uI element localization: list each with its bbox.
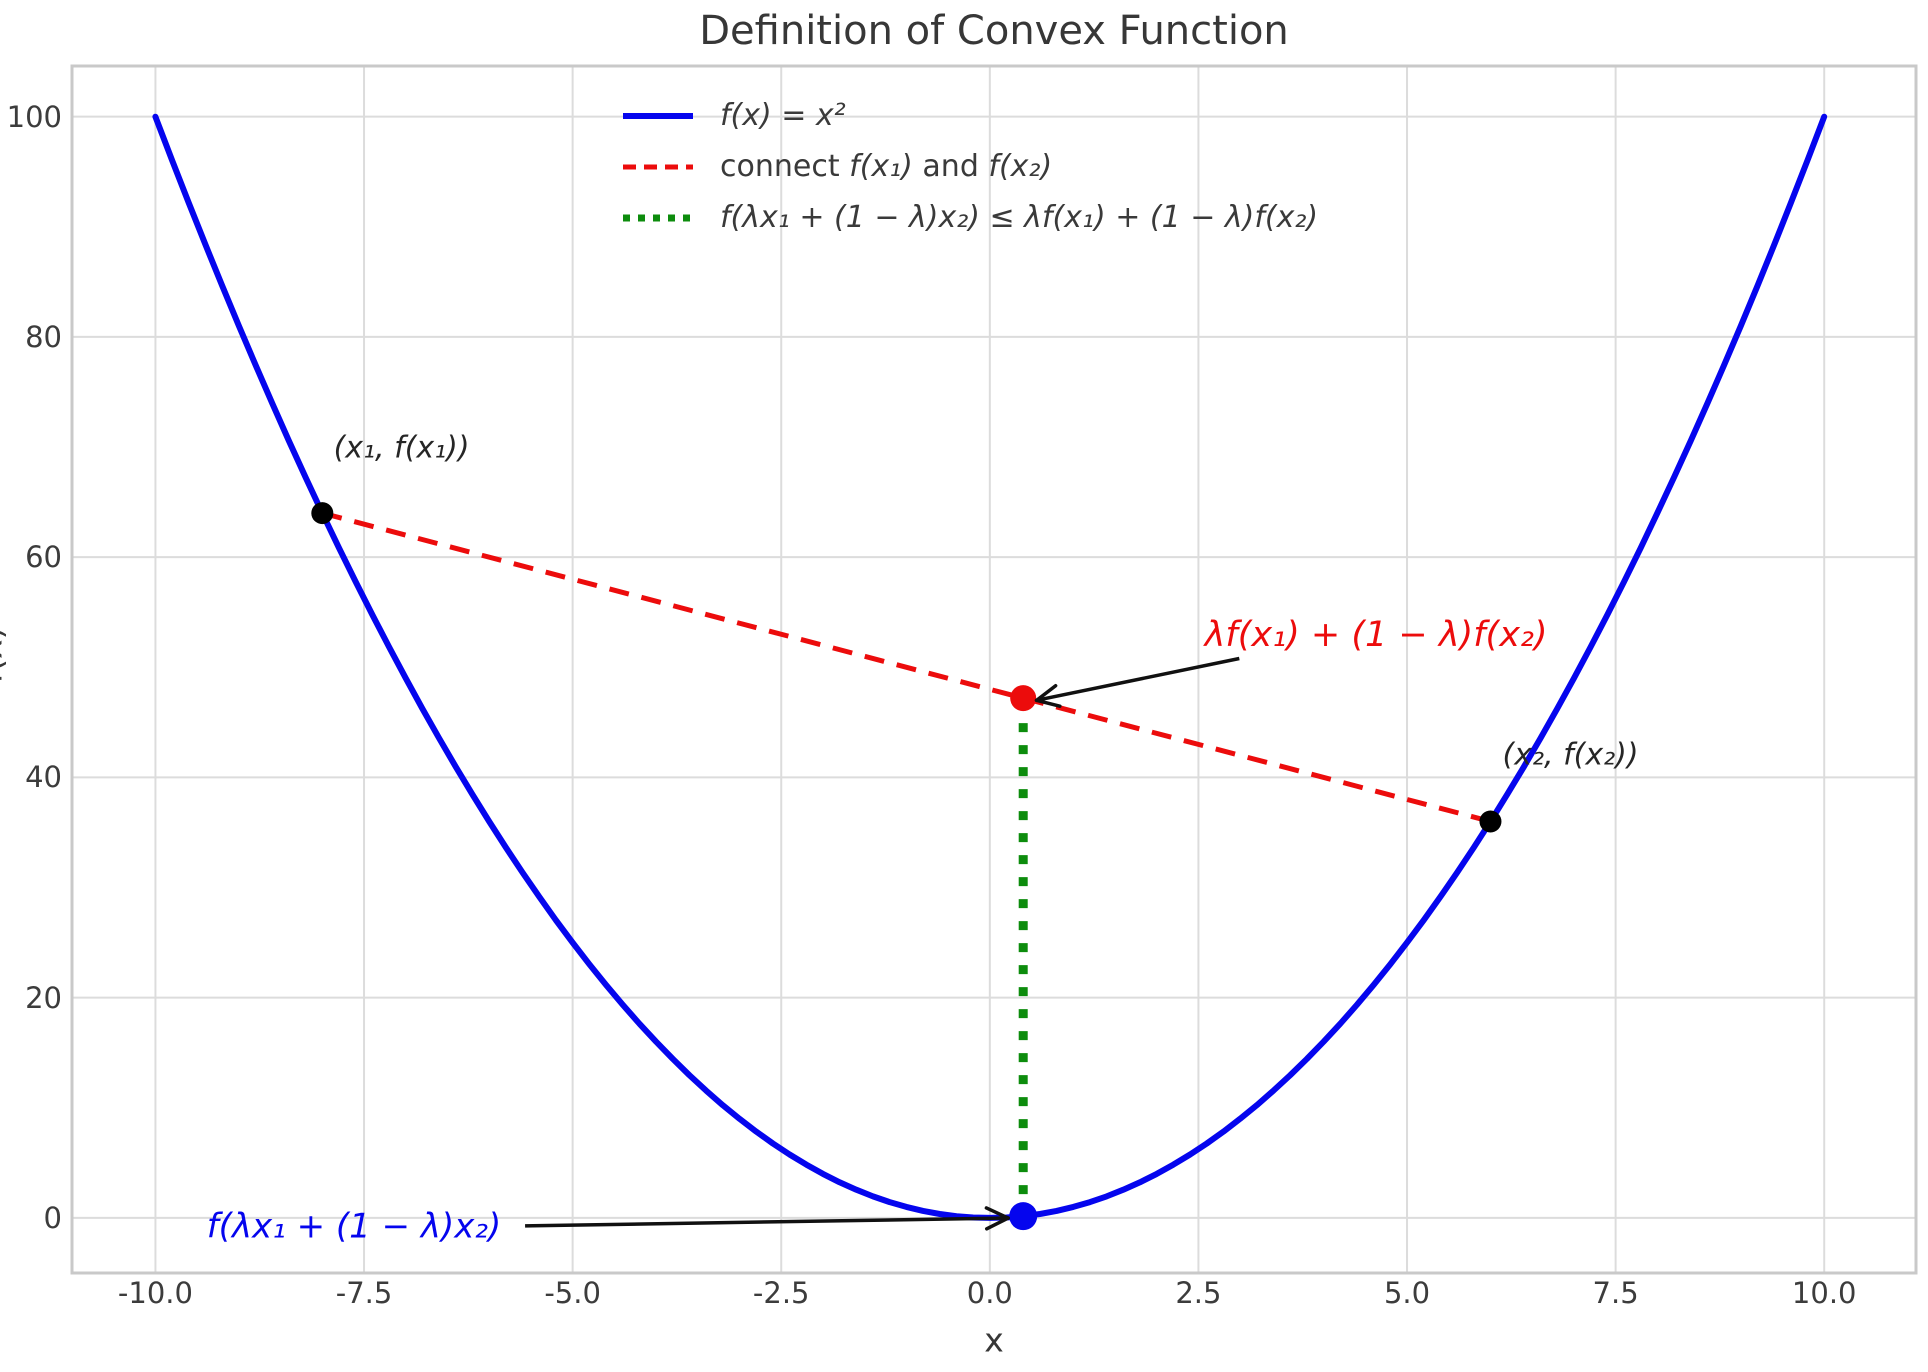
- y-tick-label: 60: [25, 540, 62, 575]
- annotation-arrow-head: [1034, 698, 1062, 708]
- legend-item-label: f(λx₁ + (1 − λ)x₂) ≤ λf(x₁) + (1 − λ)f(x…: [720, 200, 1319, 235]
- chart-title: Definition of Convex Function: [699, 8, 1289, 54]
- legend-item-curve: f(x) = x²: [620, 90, 1318, 141]
- annotation-arrow-shaft: [525, 1216, 1009, 1228]
- y-tick-label: 20: [25, 980, 62, 1015]
- legend-item-inequality: f(λx₁ + (1 − λ)x₂) ≤ λf(x₁) + (1 − λ)f(x…: [620, 192, 1318, 243]
- chord-line: [321, 510, 1492, 824]
- x-tick-label: 0.0: [966, 1276, 1013, 1310]
- legend-line-solid-icon: [623, 112, 693, 119]
- function-value-annotation: f(λx₁ + (1 − λ)x₂): [206, 1206, 502, 1247]
- legend-label-math: f(x₁): [849, 149, 913, 184]
- x-tick-label: 7.5: [1592, 1276, 1639, 1310]
- legend-item-chord: connect f(x₁) and f(x₂): [620, 141, 1318, 192]
- y-tick-label: 80: [25, 319, 62, 354]
- legend-line-dotted-icon: [623, 214, 693, 221]
- y-tick-label: 40: [25, 760, 62, 795]
- point2-coordinate-label: (x₂, f(x₂)): [1502, 737, 1639, 773]
- x-tick-label: -10.0: [117, 1276, 193, 1310]
- data-point-f-mix: [1009, 1202, 1038, 1231]
- legend-item-label: f(x) = x²: [720, 98, 846, 133]
- x-tick-label: 2.5: [1175, 1276, 1222, 1310]
- annotation-arrow-head: [984, 1206, 1010, 1220]
- data-point-p1: [311, 502, 334, 525]
- annotation-arrow-shaft: [1036, 656, 1240, 703]
- axes-frame: [70, 64, 1918, 1275]
- legend: f(x) = x² connect f(x₁) and f(x₂) f(λx₁ …: [620, 90, 1318, 243]
- data-point-p2: [1479, 810, 1502, 833]
- chord-value-annotation: λf(x₁) + (1 − λ)f(x₂): [1204, 615, 1548, 656]
- data-point-chord-mix: [1010, 685, 1037, 712]
- x-tick-label: -2.5: [752, 1276, 810, 1310]
- annotation-arrow-head: [1034, 683, 1058, 703]
- x-tick-label: 5.0: [1383, 1276, 1431, 1310]
- point1-coordinate-label: (x₁, f(x₁)): [333, 430, 470, 466]
- annotation-arrow-head: [984, 1216, 1010, 1231]
- y-tick-label: 100: [6, 99, 62, 134]
- legend-label-text: connect: [720, 149, 850, 184]
- legend-line-dashed-icon: [623, 164, 693, 169]
- x-tick-label: 10.0: [1791, 1276, 1857, 1310]
- y-tick-label: 0: [43, 1200, 62, 1235]
- x-axis-label: x: [984, 1320, 1004, 1360]
- x-tick-label: -7.5: [335, 1276, 393, 1310]
- legend-label-math: f(x₂): [988, 149, 1053, 184]
- x-tick-label: -5.0: [544, 1276, 601, 1310]
- legend-label-text: and: [912, 149, 989, 184]
- y-axis-label: f(x): [0, 626, 10, 684]
- legend-item-label: connect f(x₁) and f(x₂): [720, 149, 1052, 184]
